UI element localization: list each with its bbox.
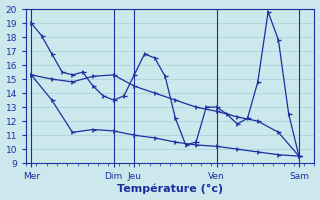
- X-axis label: Température (°c): Température (°c): [117, 184, 223, 194]
